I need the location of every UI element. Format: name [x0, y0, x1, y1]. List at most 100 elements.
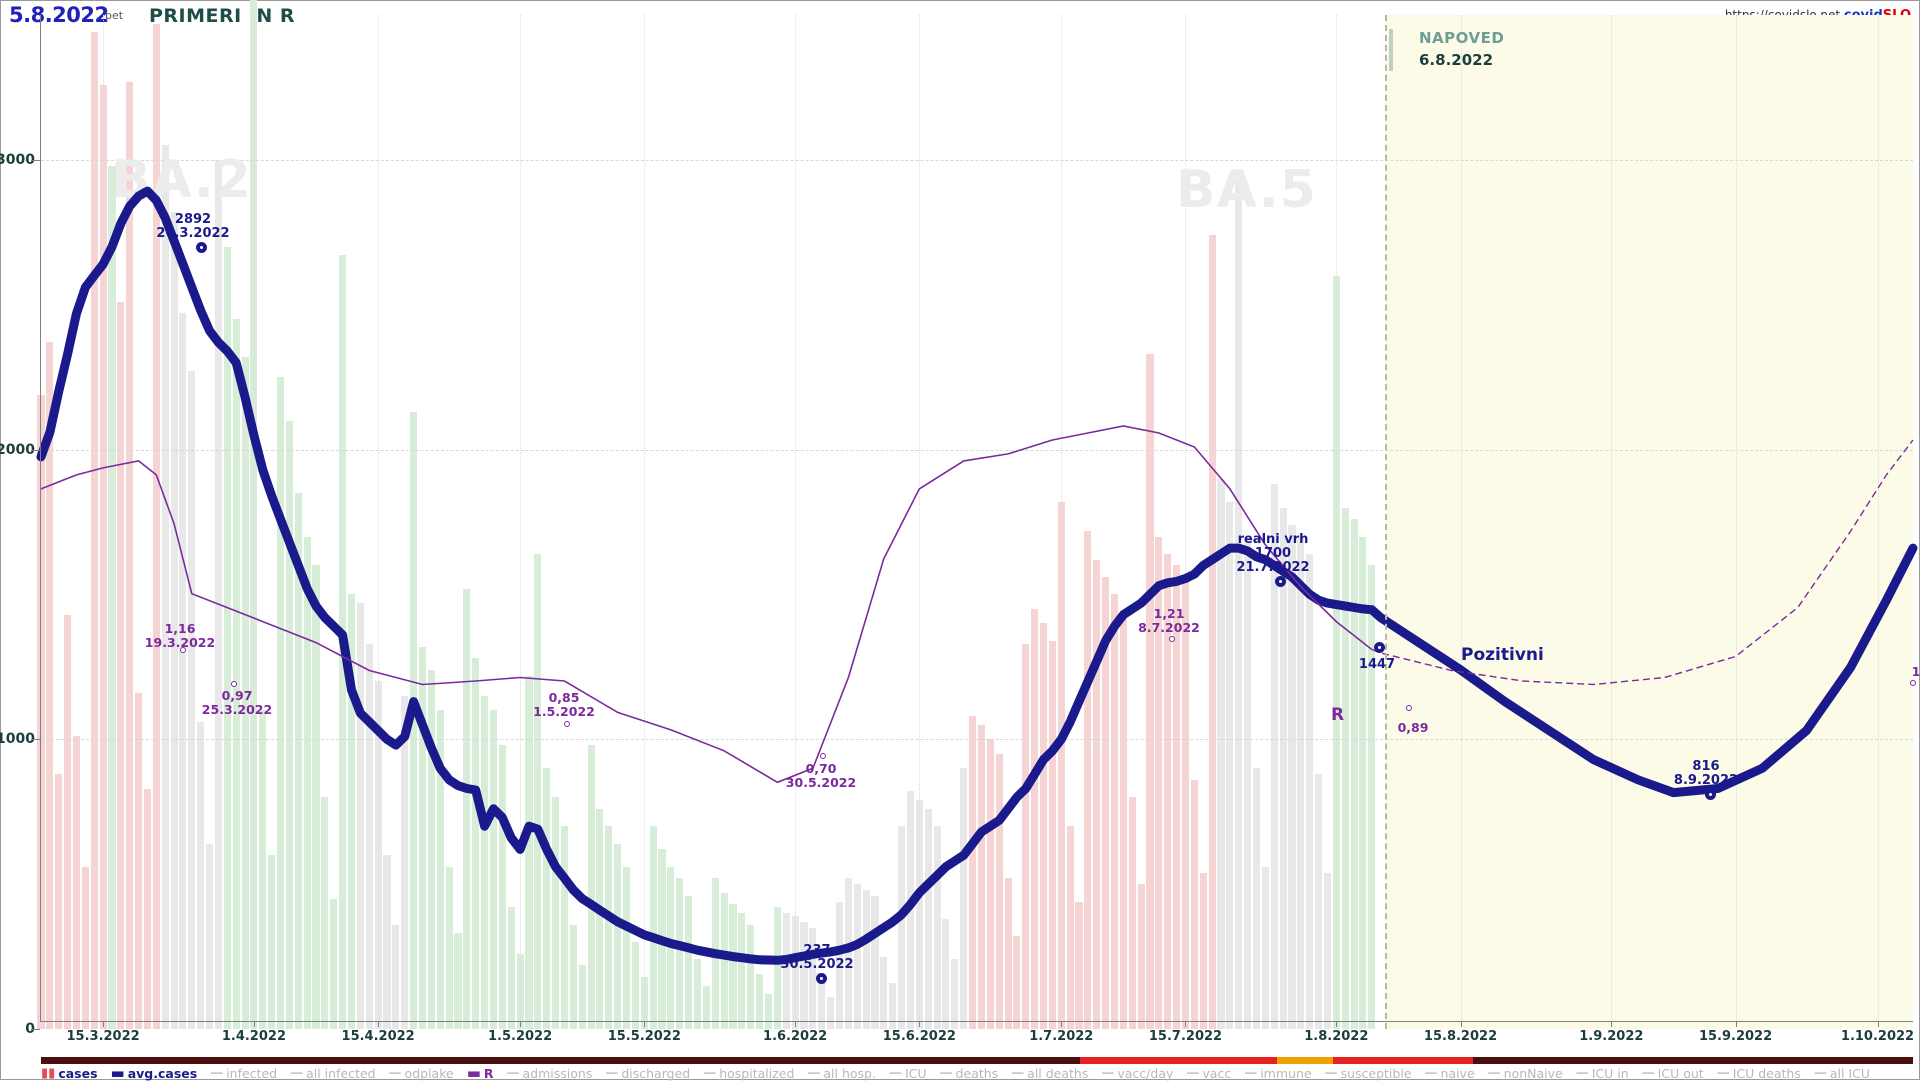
annotation-value: 1447: [1358, 657, 1396, 672]
case-bar: [117, 301, 125, 1029]
severity-segment: [1276, 1057, 1333, 1064]
x-tick-label: 1.9.2022: [1579, 1029, 1644, 1044]
case-bar: [862, 889, 870, 1029]
legend-item-admissions[interactable]: — admissions: [507, 1066, 593, 1081]
legend-label: all infected: [306, 1065, 376, 1081]
legend-item-all-hosp-[interactable]: — all hosp.: [807, 1066, 876, 1081]
case-bar: [1261, 866, 1269, 1029]
case-bar: [392, 924, 400, 1029]
legend-item-avg-cases[interactable]: ▬ avg.cases: [111, 1064, 198, 1082]
case-bar: [223, 246, 231, 1029]
legend-item-hospitalized[interactable]: — hospitalized: [703, 1066, 794, 1081]
y-tick-label: 1000: [0, 731, 35, 748]
legend-item-icu-in[interactable]: — ICU in: [1576, 1066, 1629, 1081]
dash-icon: —: [1186, 1065, 1200, 1081]
severity-segment: [41, 1057, 1080, 1064]
legend-item-icu[interactable]: — ICU: [889, 1066, 927, 1081]
case-bar: [276, 377, 285, 1029]
case-bar: [640, 976, 648, 1029]
legend: ▮▮ cases ▬ avg.cases — infected — all infected —…: [41, 1064, 1883, 1082]
x-tick: [378, 1021, 380, 1027]
annotation-date: 20.3.2022: [156, 226, 230, 242]
dash-icon: —: [388, 1065, 402, 1081]
case-bar: [605, 826, 613, 1029]
case-bar: [179, 313, 187, 1029]
dash-icon: —: [1011, 1065, 1025, 1081]
case-bar: [454, 933, 462, 1029]
case-bar: [507, 907, 515, 1029]
x-tick: [103, 1021, 105, 1027]
legend-item-icu-out[interactable]: — ICU out: [1642, 1066, 1704, 1081]
annotation-date: 21.7.2022: [1236, 560, 1310, 576]
annotation-value: 1700: [1254, 546, 1292, 562]
x-tick: [1611, 1021, 1613, 1027]
forecast-date: 6.8.2022: [1419, 51, 1494, 69]
legend-item-all-infected[interactable]: — all infected: [290, 1066, 375, 1081]
annotation-r-0-70: 0,70 30.5.2022: [786, 762, 856, 789]
legend-item-r[interactable]: ▬ R: [467, 1064, 494, 1082]
r-forecast-line: [1371, 439, 1914, 686]
x-tick-label: 15.5.2022: [607, 1029, 681, 1044]
dash-icon: —: [290, 1065, 304, 1081]
page-title: PRIMERI IN R: [149, 5, 296, 27]
legend-item-deaths[interactable]: — deaths: [940, 1066, 999, 1081]
annotation-marker: [180, 647, 186, 653]
gridline-v: [1877, 15, 1879, 1021]
annotation-date: 8.7.2022: [1138, 619, 1200, 635]
x-tick-label: 1.10.2022: [1840, 1029, 1915, 1044]
case-bar: [1084, 530, 1092, 1029]
legend-item-all-deaths[interactable]: — all deaths: [1011, 1066, 1088, 1081]
legend-item-susceptible[interactable]: — susceptible: [1325, 1066, 1412, 1081]
annotation-last-actual: 1447: [1358, 657, 1396, 672]
case-bar: [81, 866, 89, 1029]
case-bar: [1066, 826, 1074, 1029]
legend-item-odplake[interactable]: — odplake: [389, 1066, 454, 1081]
legend-item-infected[interactable]: — infected: [210, 1066, 277, 1081]
case-bar: [1252, 768, 1260, 1029]
legend-item-naive[interactable]: — naive: [1425, 1066, 1475, 1081]
case-bar: [800, 921, 808, 1029]
case-bar: [649, 826, 657, 1029]
case-bar: [436, 710, 444, 1029]
case-bar: [1279, 507, 1287, 1029]
legend-item-immune[interactable]: — immune: [1244, 1066, 1311, 1081]
case-bar: [285, 420, 293, 1029]
dash-icon: —: [1716, 1065, 1730, 1081]
case-bar: [623, 866, 631, 1029]
annotation-value: 816: [1692, 759, 1720, 774]
case-bar: [773, 907, 781, 1029]
gridline-v: [1611, 15, 1613, 1021]
annotation-date: 30.5.2022: [785, 774, 857, 790]
case-bar: [809, 927, 817, 1029]
r-line: [40, 425, 1373, 784]
legend-item-icu-deaths[interactable]: — ICU deaths: [1717, 1066, 1801, 1081]
case-bar: [782, 913, 790, 1029]
gridline-v: [378, 15, 380, 1021]
case-bar: [951, 959, 959, 1029]
annotation-title: realni vrh: [1237, 532, 1309, 547]
case-bar: [685, 895, 693, 1029]
case-bar: [552, 797, 560, 1029]
gridline-v: [1460, 15, 1462, 1021]
case-bar: [1110, 594, 1119, 1029]
legend-item-nonnaive[interactable]: — nonNaive: [1488, 1066, 1563, 1081]
case-bar: [1137, 884, 1145, 1029]
case-bar: [898, 826, 906, 1029]
case-bar: [1270, 484, 1278, 1029]
annotation-marker: [1169, 636, 1175, 642]
case-bar: [1208, 235, 1216, 1029]
legend-item-cases[interactable]: ▮▮ cases: [41, 1066, 98, 1081]
legend-label: naive: [1440, 1065, 1475, 1081]
case-bar: [1164, 553, 1172, 1029]
legend-item-vacc-day[interactable]: — vacc/day: [1101, 1066, 1173, 1081]
case-bar: [214, 159, 222, 1029]
case-bar: [383, 855, 391, 1029]
case-bar: [259, 710, 267, 1029]
legend-item-discharged[interactable]: — discharged: [605, 1066, 690, 1081]
gridline-v: [520, 15, 522, 1021]
dash-icon: —: [1641, 1065, 1655, 1081]
case-bar: [738, 913, 746, 1029]
legend-item-vacc[interactable]: — vacc: [1186, 1066, 1231, 1081]
legend-item-all-icu[interactable]: — all ICU: [1814, 1066, 1870, 1081]
cases-forecast-line: [1367, 543, 1918, 798]
